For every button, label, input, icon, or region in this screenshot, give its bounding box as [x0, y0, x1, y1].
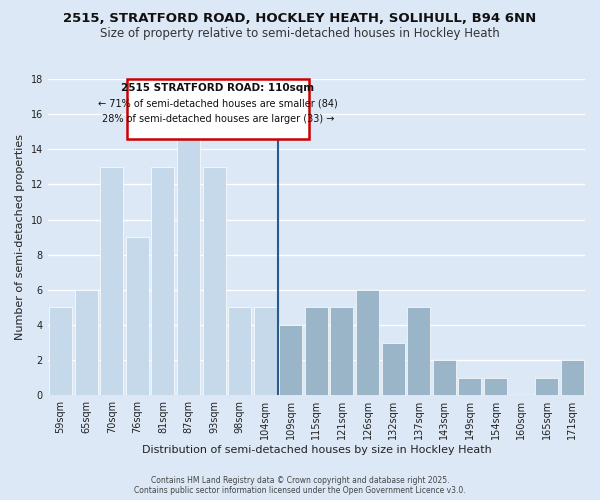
Bar	[535, 378, 558, 396]
Bar	[382, 342, 404, 396]
Bar	[203, 167, 226, 396]
Y-axis label: Number of semi-detached properties: Number of semi-detached properties	[15, 134, 25, 340]
Bar	[331, 308, 353, 396]
Text: 28% of semi-detached houses are larger (33) →: 28% of semi-detached houses are larger (…	[102, 114, 334, 124]
Text: 2515 STRATFORD ROAD: 110sqm: 2515 STRATFORD ROAD: 110sqm	[121, 84, 314, 94]
Bar	[305, 308, 328, 396]
Bar	[433, 360, 456, 396]
Text: 2515, STRATFORD ROAD, HOCKLEY HEATH, SOLIHULL, B94 6NN: 2515, STRATFORD ROAD, HOCKLEY HEATH, SOL…	[64, 12, 536, 26]
Text: ← 71% of semi-detached houses are smaller (84): ← 71% of semi-detached houses are smalle…	[98, 98, 338, 108]
Bar	[177, 132, 200, 396]
Text: Contains public sector information licensed under the Open Government Licence v3: Contains public sector information licen…	[134, 486, 466, 495]
X-axis label: Distribution of semi-detached houses by size in Hockley Heath: Distribution of semi-detached houses by …	[142, 445, 491, 455]
Bar	[74, 290, 98, 396]
Bar	[407, 308, 430, 396]
Bar	[49, 308, 72, 396]
Bar	[458, 378, 481, 396]
Text: Contains HM Land Registry data © Crown copyright and database right 2025.: Contains HM Land Registry data © Crown c…	[151, 476, 449, 485]
Bar	[280, 325, 302, 396]
Bar	[151, 167, 175, 396]
Bar	[560, 360, 584, 396]
Bar	[228, 308, 251, 396]
Bar	[356, 290, 379, 396]
Bar	[126, 237, 149, 396]
Bar	[484, 378, 507, 396]
Bar	[100, 167, 123, 396]
Bar	[254, 308, 277, 396]
FancyBboxPatch shape	[127, 79, 309, 139]
Text: Size of property relative to semi-detached houses in Hockley Heath: Size of property relative to semi-detach…	[100, 28, 500, 40]
